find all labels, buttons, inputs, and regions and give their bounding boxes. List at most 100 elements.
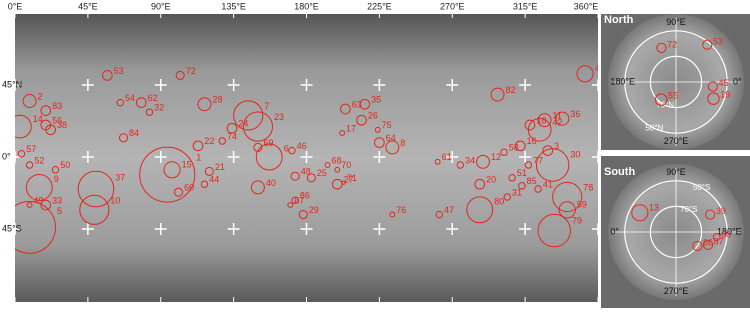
grid-cross <box>300 79 313 91</box>
grid-cross <box>154 151 167 163</box>
x-tick-label: 45°E <box>78 1 98 11</box>
lon-label: 0° <box>733 76 742 86</box>
crater <box>22 94 37 108</box>
crater <box>116 98 125 107</box>
crater <box>555 111 570 126</box>
grid-cross <box>519 151 532 163</box>
crater <box>15 114 32 139</box>
crater <box>707 92 720 105</box>
crater-label: 82 <box>506 85 516 95</box>
crater-label: 27 <box>344 175 354 185</box>
crater <box>135 97 147 108</box>
crater-label: 72 <box>186 66 196 76</box>
crater-label: 36 <box>570 109 580 119</box>
grid-cross <box>227 79 240 91</box>
crater-label: 74 <box>227 131 237 141</box>
crater-label: 83 <box>52 101 62 111</box>
crater <box>524 119 536 131</box>
crater <box>255 143 283 171</box>
crater-label: 23 <box>274 112 284 122</box>
crater-label: 14 <box>33 114 43 124</box>
crater <box>218 137 227 145</box>
crater <box>339 130 346 136</box>
crater <box>692 240 703 252</box>
ring-label: 70°S <box>680 205 697 214</box>
crater <box>654 93 668 106</box>
crater <box>324 162 331 168</box>
crater-label: 53 <box>713 36 723 46</box>
crater-label: 51 <box>517 168 527 178</box>
crater <box>374 126 381 133</box>
crater-label: 79 <box>572 215 582 225</box>
crater <box>535 148 570 182</box>
grid-cross <box>592 151 598 163</box>
crater-label: 32 <box>154 103 164 113</box>
crater-label: 72 <box>667 39 677 49</box>
crater <box>476 154 490 169</box>
crater-label: 34 <box>465 155 475 165</box>
crater <box>456 161 465 169</box>
grid-cross <box>81 223 94 235</box>
crater-label: 77 <box>533 155 543 165</box>
lon-label: 90°E <box>666 17 686 27</box>
crater-label: 29 <box>309 205 319 215</box>
crater-label: 53 <box>114 66 124 76</box>
crater-label: 38 <box>57 120 67 130</box>
crater-label: 59 <box>577 199 587 209</box>
grid-cross <box>154 223 167 235</box>
crater-label: 86 <box>300 191 310 201</box>
crater-label: 39 <box>716 206 726 216</box>
north-layer: 70°N 50°N 90°E 180°E 0° 270°E 72 53 45 19 55 North <box>604 14 744 150</box>
crater-label: 25 <box>317 168 327 178</box>
crater-label: 6 <box>284 144 289 154</box>
crater <box>524 161 533 169</box>
crater <box>290 171 300 181</box>
lon-label: 180°E <box>610 76 635 86</box>
grid-cross <box>446 151 459 163</box>
x-tick-label: 90°E <box>151 1 171 11</box>
crater <box>552 181 583 213</box>
crater-label: 45 <box>718 78 728 88</box>
crater-label: 50 <box>60 160 70 170</box>
x-tick-label: 360°E <box>574 1 599 11</box>
crater <box>226 122 238 134</box>
grid-cross <box>227 151 240 163</box>
crater-label: 85 <box>527 176 537 186</box>
crater-label: 64 <box>386 133 396 143</box>
grid-cross <box>154 79 167 91</box>
crater <box>174 187 184 197</box>
crater <box>331 178 343 190</box>
grid-cross <box>373 79 386 91</box>
crater <box>435 210 444 219</box>
crater-label: 70 <box>341 160 351 170</box>
grid-cross <box>446 223 459 235</box>
grid-cross <box>519 79 532 91</box>
crater <box>341 180 346 185</box>
panel-title: South <box>604 166 635 178</box>
crater <box>500 148 508 156</box>
crater-label: 62 <box>148 93 158 103</box>
crater <box>298 210 308 220</box>
crater <box>192 140 204 152</box>
grid-cross <box>300 223 313 235</box>
crater-label: 13 <box>649 202 659 212</box>
crater <box>51 166 60 174</box>
x-tick-label: 0°E <box>8 1 23 11</box>
crater-label: 16 <box>527 136 537 146</box>
crater <box>233 100 264 131</box>
crater-label: 75 <box>382 120 392 130</box>
crater <box>306 173 316 183</box>
crater <box>45 124 56 136</box>
crater <box>291 196 299 204</box>
grid-cross <box>373 223 386 235</box>
crater-label: 7 <box>264 101 269 111</box>
crater <box>537 213 571 248</box>
ring-label: 70°N <box>656 100 674 109</box>
crater <box>508 174 516 182</box>
crater <box>356 114 367 126</box>
crater-label: 44 <box>209 175 219 185</box>
crater <box>576 65 594 83</box>
crater-label: 5 <box>57 206 62 216</box>
crater <box>389 211 396 218</box>
crater <box>518 182 526 190</box>
